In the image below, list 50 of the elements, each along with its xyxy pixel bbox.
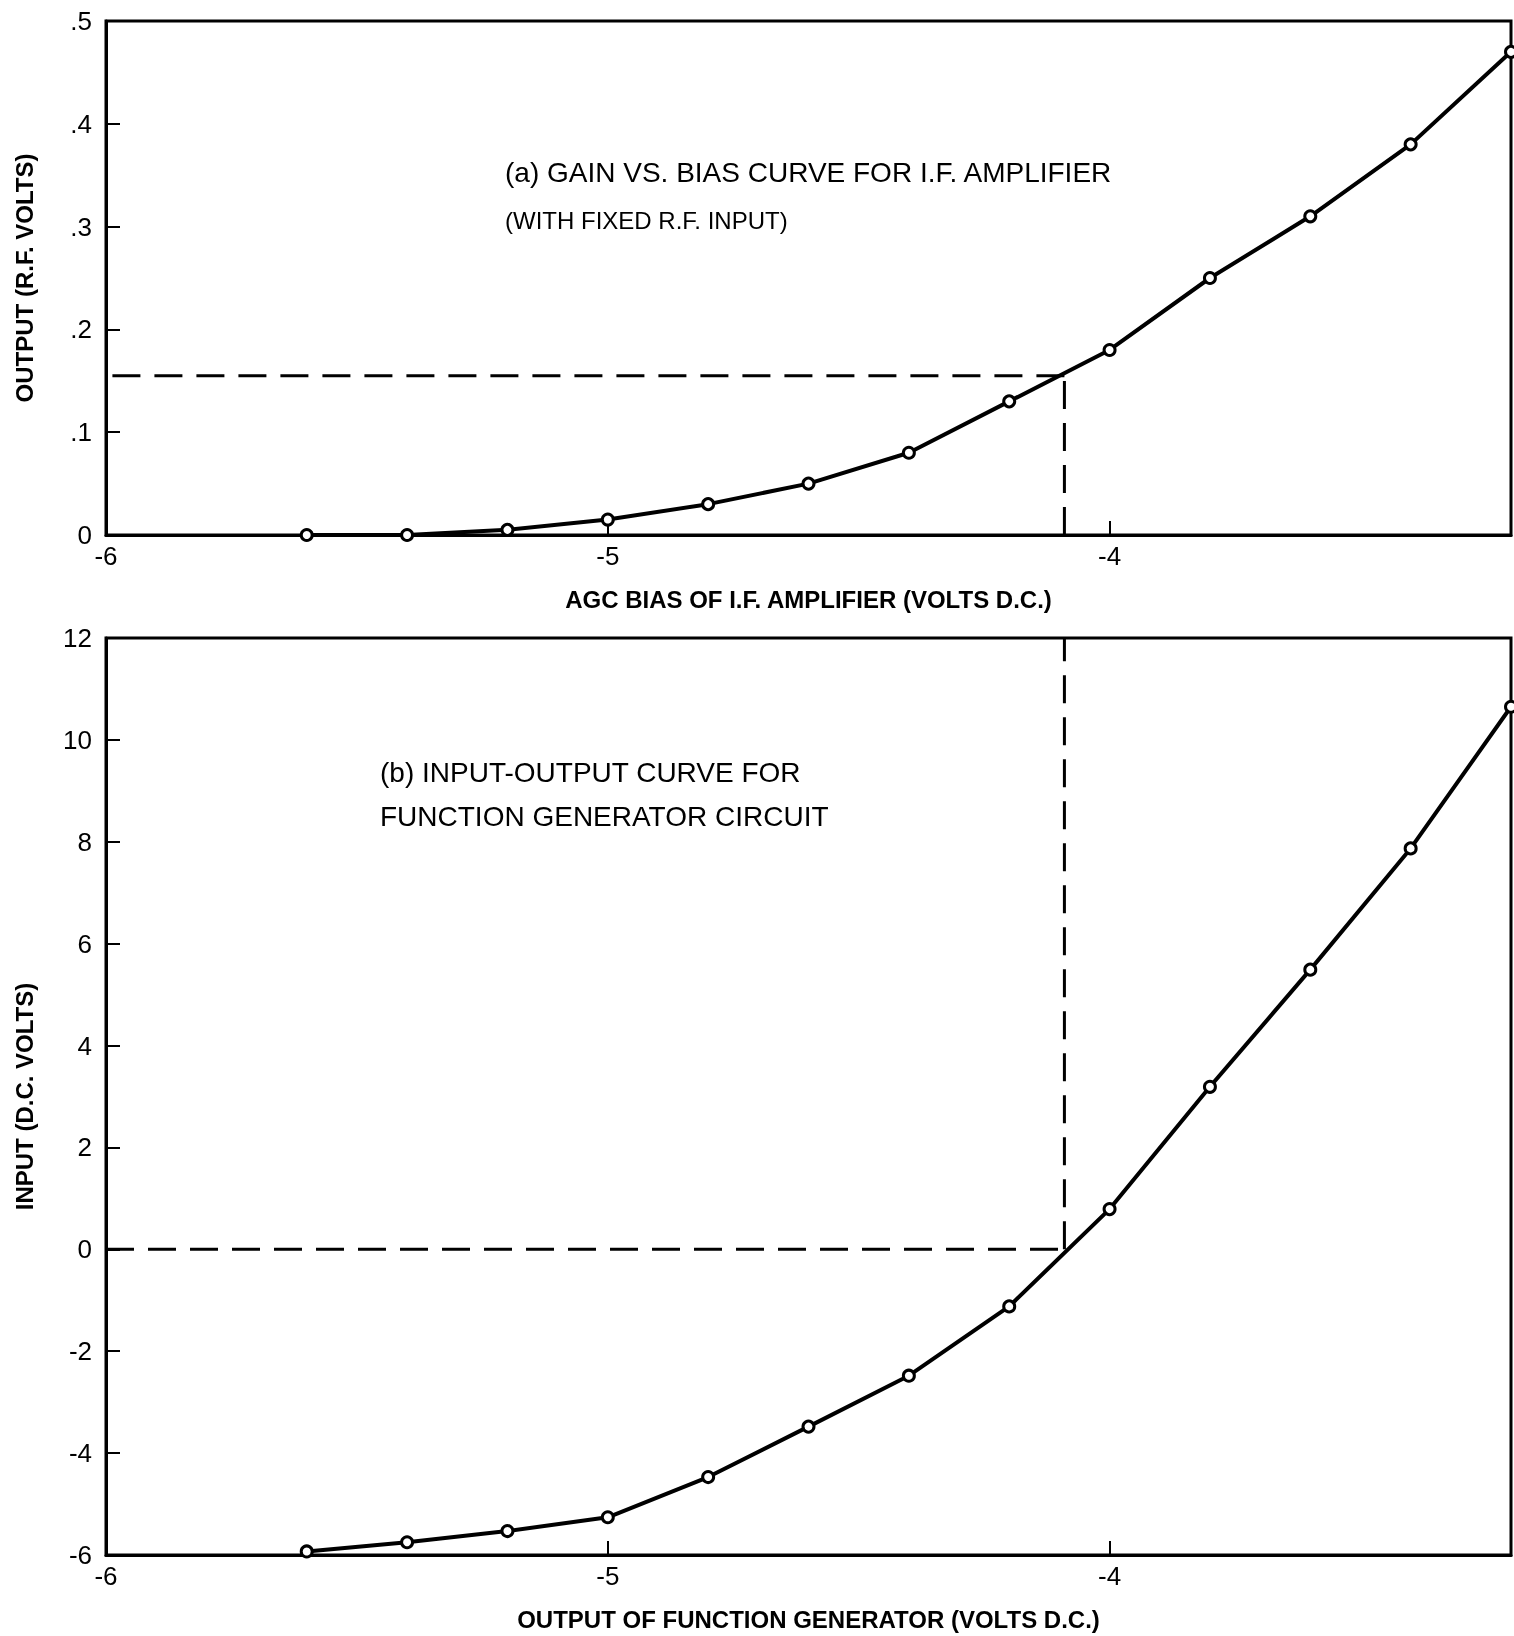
y-axis-title: OUTPUT (R.F. VOLTS) (10, 153, 38, 403)
text: (a) GAIN VS. BIAS CURVE FOR I.F. AMPLIFIER (505, 156, 1112, 188)
x-tick-label: -5 (596, 541, 620, 571)
point (299, 1544, 314, 1559)
point (299, 528, 314, 542)
x-tick-label: -5 (596, 1561, 620, 1591)
y-tick-label: -4 (68, 1438, 92, 1469)
x-tick-label: -4 (1098, 541, 1122, 571)
x-axis-title: AGC BIAS OF I.F. AMPLIFIER (VOLTS D.C.) (565, 585, 1052, 613)
y-tick-label: .4 (70, 108, 92, 139)
y-tick-label: 12 (63, 623, 92, 653)
point (1002, 394, 1017, 409)
y-tick-label: -2 (68, 1336, 92, 1367)
x-axis-title: OUTPUT OF FUNCTION GENERATOR (VOLTS D.C.) (517, 1605, 1100, 1633)
point (1403, 137, 1418, 152)
point (1303, 962, 1318, 977)
y-tick-label: 8 (77, 826, 92, 857)
point (1002, 1299, 1017, 1314)
point (901, 1368, 916, 1383)
text: (b) INPUT-OUTPUT CURVE FOR FUNCTION GENERATOR CIRCUIT (380, 756, 829, 832)
point (400, 1535, 415, 1550)
point (1403, 841, 1418, 856)
y-tick-label: 0 (77, 520, 92, 550)
point (901, 445, 916, 460)
y-tick-label: 10 (63, 724, 92, 755)
y-axis-title: INPUT (D.C. VOLTS) (10, 982, 38, 1211)
y-tick-label: 2 (77, 1132, 92, 1163)
point (801, 1419, 816, 1434)
y-tick-label: .3 (70, 211, 92, 242)
point (400, 528, 415, 542)
point (701, 497, 716, 512)
point (1303, 209, 1318, 224)
point (1202, 1079, 1217, 1094)
point (600, 1510, 615, 1525)
point (701, 1470, 716, 1485)
y-tick-label: .5 (70, 6, 92, 36)
point (1202, 271, 1217, 285)
y-tick-label: 0 (77, 1234, 92, 1265)
point (1102, 1202, 1117, 1217)
x-tick-label: -4 (1098, 1561, 1122, 1591)
point (600, 512, 615, 527)
y-tick-label: -6 (68, 1540, 92, 1570)
y-tick-label: .2 (70, 314, 92, 345)
y-tick-label: .1 (70, 417, 92, 448)
y-tick-label: 6 (77, 928, 92, 959)
point (1102, 342, 1117, 357)
y-tick-label: 4 (77, 1030, 92, 1061)
point (801, 476, 816, 491)
point (500, 1524, 515, 1539)
text: (WITH FIXED R.F. INPUT) (505, 206, 788, 234)
